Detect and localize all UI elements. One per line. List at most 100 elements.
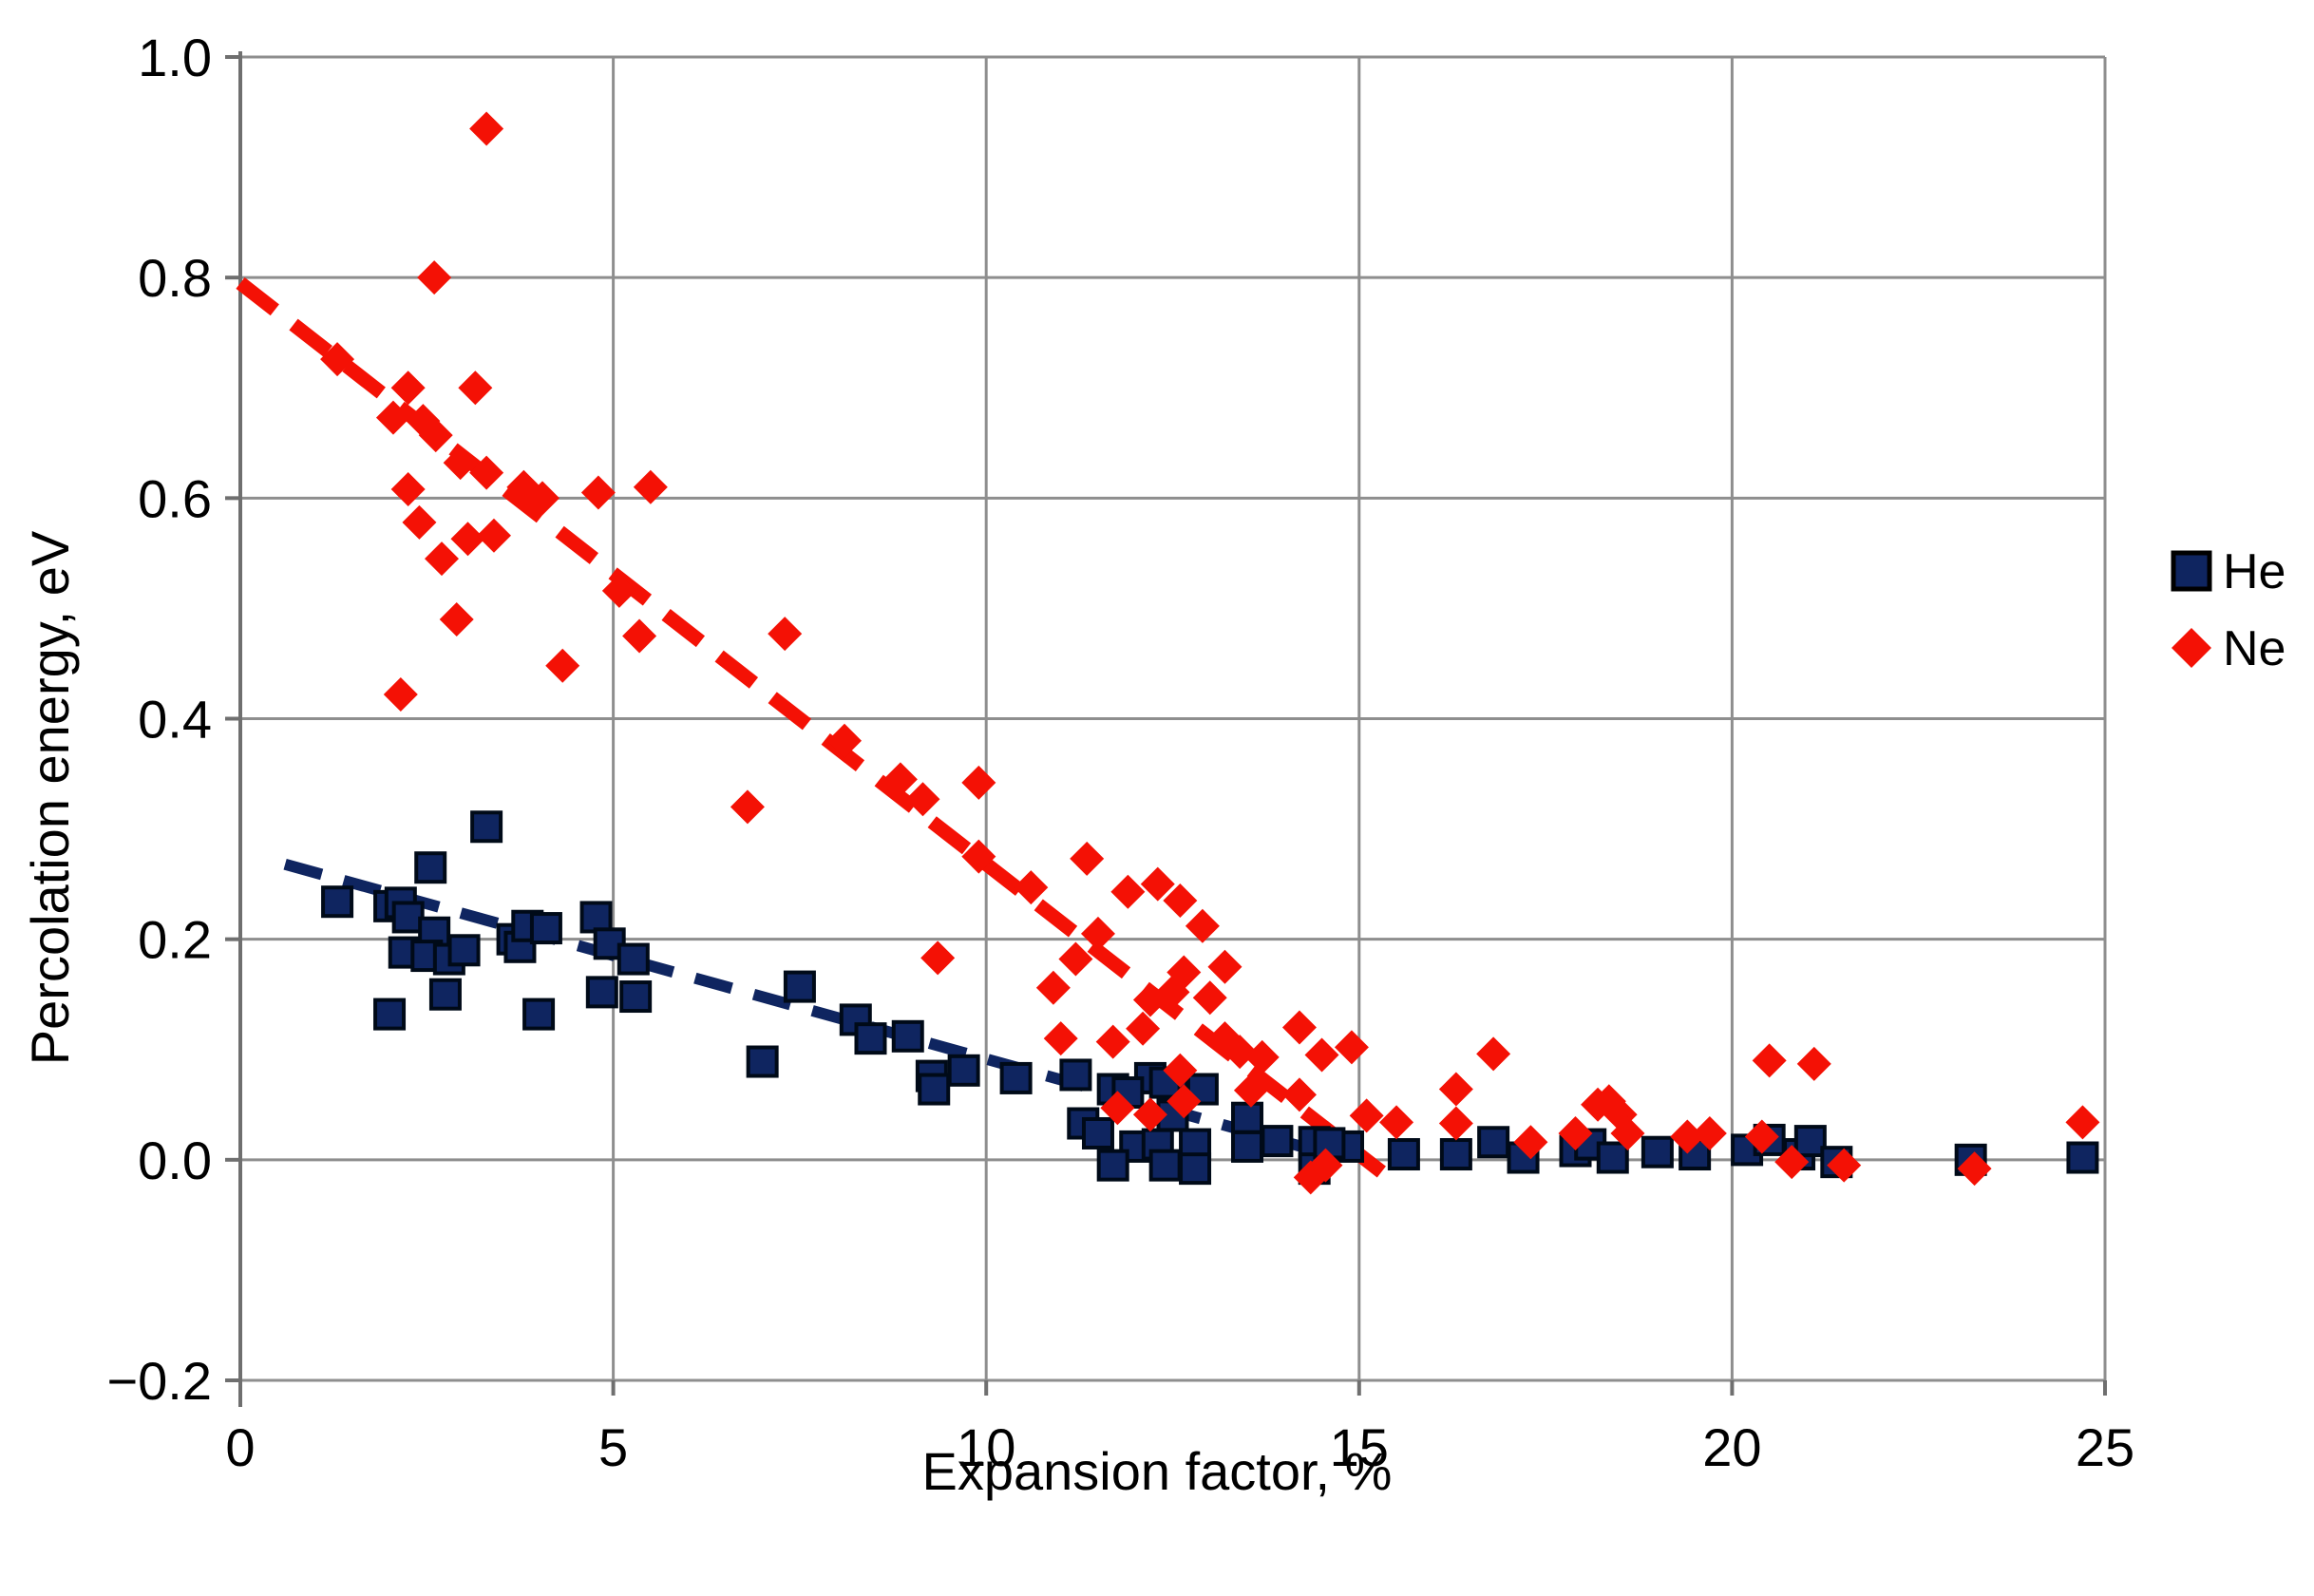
he-point (1231, 1101, 1264, 1134)
he-point (391, 901, 425, 934)
he-point (783, 970, 816, 1003)
ne-point (622, 618, 657, 654)
he-point (999, 1061, 1033, 1094)
ne-point (882, 762, 918, 797)
he-legend-marker (2171, 550, 2212, 592)
y-tick-label: 0.4 (138, 690, 212, 750)
ne-point (476, 518, 511, 553)
ne-point (1070, 841, 1105, 876)
he-point (414, 851, 447, 884)
he-point (1596, 1141, 1629, 1174)
ne-point (417, 260, 452, 295)
y-tick-label: 0.8 (138, 248, 212, 308)
he-point (447, 934, 481, 967)
ne-point (1166, 955, 1202, 990)
ne-point (439, 602, 474, 637)
ne-point (1752, 1043, 1787, 1078)
x-axis-title: Expansion factor, % (922, 1441, 1393, 1501)
ne-point (601, 573, 636, 608)
ne-point (402, 504, 437, 540)
he-point (1179, 1152, 1212, 1186)
he-point (522, 998, 556, 1031)
ne-point (458, 370, 493, 406)
ne-point (1166, 1084, 1202, 1119)
he-point (1477, 1126, 1510, 1159)
ne-point (1100, 1091, 1135, 1126)
ne-point (1827, 1148, 1862, 1183)
ne-point (1110, 874, 1146, 909)
ne-legend-marker (2172, 628, 2211, 668)
ne-point (1058, 941, 1093, 977)
legend-label: Ne (2223, 621, 2286, 676)
he-point (1081, 1116, 1114, 1150)
he-point (585, 976, 618, 1009)
ne-point (2065, 1105, 2100, 1140)
ne-point (1744, 1119, 1779, 1154)
legend-label: He (2223, 544, 2286, 599)
ne-point (1670, 1119, 1705, 1154)
ne-point (1513, 1125, 1548, 1160)
gridlines (240, 55, 2107, 1382)
x-tick-label: 25 (2076, 1417, 2134, 1477)
ne-point (469, 455, 504, 490)
ne-point (1558, 1115, 1593, 1150)
ne-point (1774, 1145, 1810, 1180)
he-point (321, 885, 354, 919)
legend-item-he: He (2171, 544, 2286, 599)
he-point (616, 942, 650, 976)
he-point (891, 1019, 924, 1053)
ne-point (1308, 1148, 1343, 1183)
ne-point (1281, 1010, 1317, 1045)
ne-point (1140, 866, 1175, 902)
ne-point (1207, 949, 1242, 984)
ne-point (1438, 1072, 1473, 1107)
ne-point (1334, 1030, 1369, 1065)
ne-point (390, 472, 426, 507)
ne-point (320, 342, 355, 377)
ne-point (1957, 1151, 1992, 1187)
ne-point (1132, 1097, 1167, 1132)
y-tick-label: 0.0 (138, 1130, 212, 1190)
ne-point (1796, 1046, 1831, 1081)
ne-point (1163, 884, 1198, 919)
ne-point (633, 469, 668, 504)
he-point (746, 1045, 779, 1078)
x-tick-label: 10 (957, 1417, 1015, 1477)
ne-point (1304, 1037, 1339, 1073)
ne-point (920, 940, 956, 976)
ne-point (961, 765, 996, 800)
y-tick-label: 0.2 (138, 910, 212, 970)
ne-point (1244, 1039, 1280, 1074)
ne-point (905, 782, 940, 817)
axes (225, 51, 2107, 1407)
ne-point (1379, 1105, 1414, 1140)
ne-point (1080, 916, 1115, 951)
he-point (947, 1054, 980, 1087)
he-point (470, 810, 503, 844)
he-point (854, 1022, 887, 1055)
he-point (1096, 1149, 1129, 1182)
y-axis-title: Percolation energy, eV (20, 530, 80, 1065)
y-tick-label: −0.2 (106, 1351, 212, 1411)
ne-point (730, 789, 765, 825)
ne-point (827, 723, 863, 758)
ne-point (1349, 1098, 1384, 1133)
ne-point (768, 617, 803, 652)
ne-point (545, 648, 580, 683)
x-tick-label: 5 (598, 1417, 628, 1477)
he-point (428, 978, 462, 1011)
he-point (1641, 1135, 1674, 1168)
x-tick-label: 20 (1702, 1417, 1761, 1477)
ne-point (1014, 870, 1049, 905)
he-point (1261, 1125, 1294, 1158)
ne-point (375, 400, 410, 435)
he-point (1148, 1149, 1182, 1182)
he-point (619, 980, 653, 1014)
he-point (529, 912, 562, 945)
he-point (579, 901, 613, 934)
ne-point (525, 481, 560, 516)
ne-point (580, 475, 616, 510)
ne-point (1126, 1011, 1161, 1046)
